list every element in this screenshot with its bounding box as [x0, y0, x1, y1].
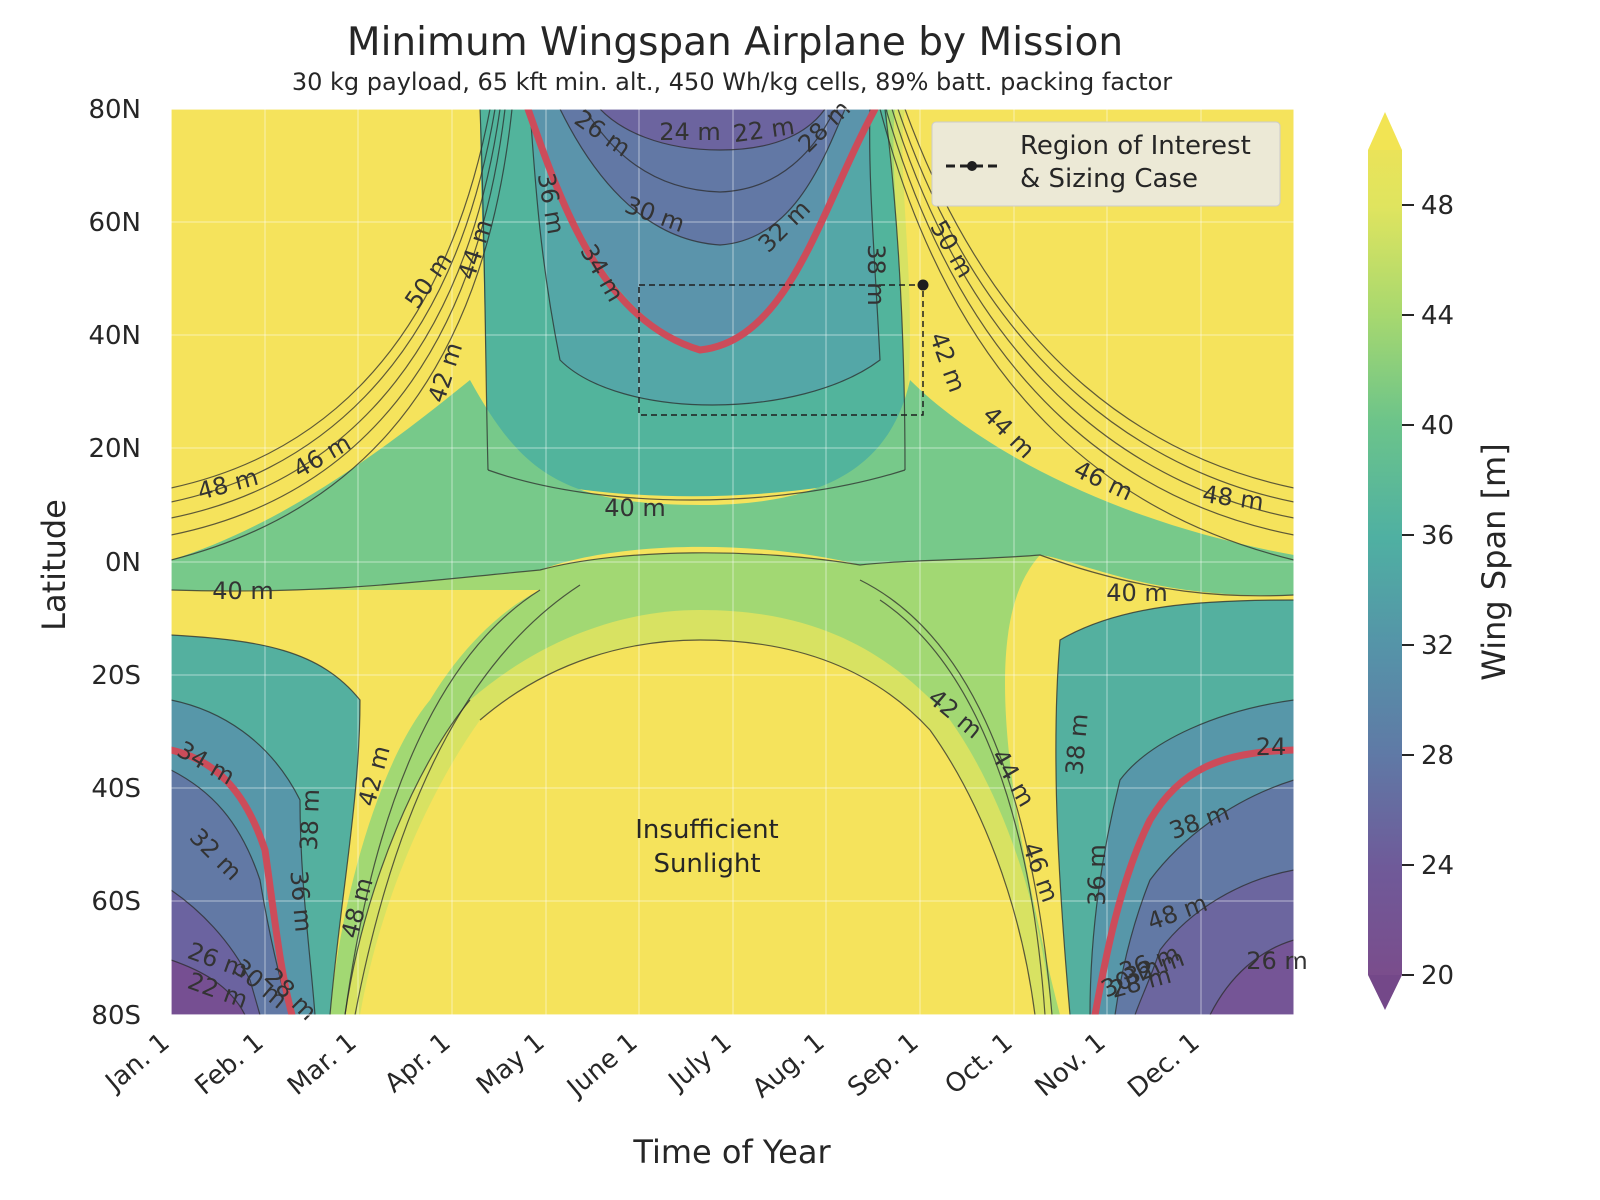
- legend: Region of Interest & Sizing Case: [931, 121, 1281, 207]
- x-tick-label: Sep. 1: [842, 1027, 924, 1103]
- contour-label: 38 m: [1060, 712, 1093, 776]
- y-tick-label: 80N: [88, 95, 141, 125]
- y-tick-label: 40S: [91, 774, 141, 804]
- chart-title: Minimum Wingspan Airplane by Mission: [347, 20, 1123, 65]
- y-tick-label: 0N: [105, 548, 141, 578]
- region-of-interest-box: [638, 284, 924, 416]
- south-left-band-22: [171, 960, 245, 1015]
- contour-label: 36 m: [284, 869, 317, 933]
- y-tick-label: 60S: [91, 887, 141, 917]
- south-sunlight-gap: [360, 640, 1035, 1015]
- legend-marker-dot: [967, 161, 977, 171]
- north-band-26: [600, 109, 825, 150]
- colorbar-extend-top: [1368, 112, 1402, 150]
- contour-label: 40 m: [1106, 579, 1168, 607]
- y-tick-label: 80S: [91, 1001, 141, 1031]
- insufficient-sunlight-line1: Insufficient: [635, 815, 779, 845]
- x-tick-label: Apr. 1: [379, 1027, 456, 1099]
- x-ticks: Jan. 1 Feb. 1 Mar. 1 Apr. 1 May 1 June 1…: [99, 1027, 1206, 1104]
- colorbar-tick-label: 20: [1421, 961, 1454, 991]
- x-tick-label: Oct. 1: [939, 1027, 1018, 1100]
- contour-label: 24 m: [659, 118, 721, 146]
- contour-label: 38 m: [295, 788, 325, 850]
- x-axis-label: Time of Year: [632, 1133, 831, 1171]
- y-ticks: 80N 60N 40N 20N 0N 20S 40S 60S 80S: [88, 95, 141, 1031]
- colorbar-tick-label: 24: [1421, 851, 1454, 881]
- insufficient-sunlight-line2: Sunlight: [653, 849, 760, 879]
- colorbar-tick-label: 40: [1421, 411, 1454, 441]
- equator-band: [171, 380, 1294, 596]
- contour-label: 24: [1256, 733, 1287, 761]
- legend-entry-line1: Region of Interest: [1020, 131, 1251, 161]
- y-tick-label: 60N: [88, 208, 141, 238]
- x-tick-label: Aug. 1: [747, 1027, 831, 1104]
- colorbar: 48 44 40 36 32 28 24 20 Wing Span [m]: [1368, 112, 1513, 1010]
- x-tick-label: Mar. 1: [282, 1027, 362, 1101]
- chart-subtitle: 30 kg payload, 65 kft min. alt., 450 Wh/…: [292, 68, 1172, 96]
- plot-area: Insufficient Sunlight: [171, 109, 1294, 1015]
- y-tick-label: 40N: [88, 321, 141, 351]
- highlight-contour: [171, 109, 1294, 1015]
- colorbar-extend-bottom: [1368, 975, 1402, 1010]
- x-tick-label: Jan. 1: [99, 1027, 176, 1098]
- sizing-case-marker: [917, 279, 929, 291]
- colorbar-tick-label: 28: [1421, 741, 1454, 771]
- plot-border: [170, 108, 1295, 1016]
- colorbar-tick-label: 48: [1421, 191, 1454, 221]
- contour-label: 38 m: [862, 244, 890, 306]
- x-tick-label: May 1: [471, 1027, 550, 1100]
- x-tick-label: Feb. 1: [190, 1027, 270, 1101]
- colorbar-tick-label: 36: [1421, 521, 1454, 551]
- colorbar-body: [1368, 150, 1402, 975]
- contour-label: 26 m: [1246, 947, 1308, 975]
- grid: [171, 109, 1294, 1015]
- contour-lines: [171, 109, 1294, 1015]
- y-axis-label: Latitude: [35, 499, 73, 631]
- colorbar-tick-label: 32: [1421, 631, 1454, 661]
- south-right-band-24: [1210, 940, 1294, 1015]
- colorbar-label: Wing Span [m]: [1475, 443, 1513, 680]
- colorbar-tick-label: 44: [1421, 301, 1454, 331]
- legend-box: [931, 121, 1281, 207]
- contour-label: 36 m: [1083, 844, 1111, 906]
- contour-label: 40 m: [212, 577, 274, 605]
- y-tick-label: 20S: [91, 661, 141, 691]
- legend-entry-line2: & Sizing Case: [1020, 164, 1198, 194]
- x-tick-label: June 1: [560, 1027, 643, 1104]
- x-tick-label: Dec. 1: [1122, 1027, 1205, 1104]
- x-tick-label: Nov. 1: [1030, 1027, 1112, 1103]
- y-tick-label: 20N: [88, 434, 141, 464]
- contour-label: 40 m: [604, 494, 666, 522]
- x-tick-label: July 1: [662, 1027, 738, 1097]
